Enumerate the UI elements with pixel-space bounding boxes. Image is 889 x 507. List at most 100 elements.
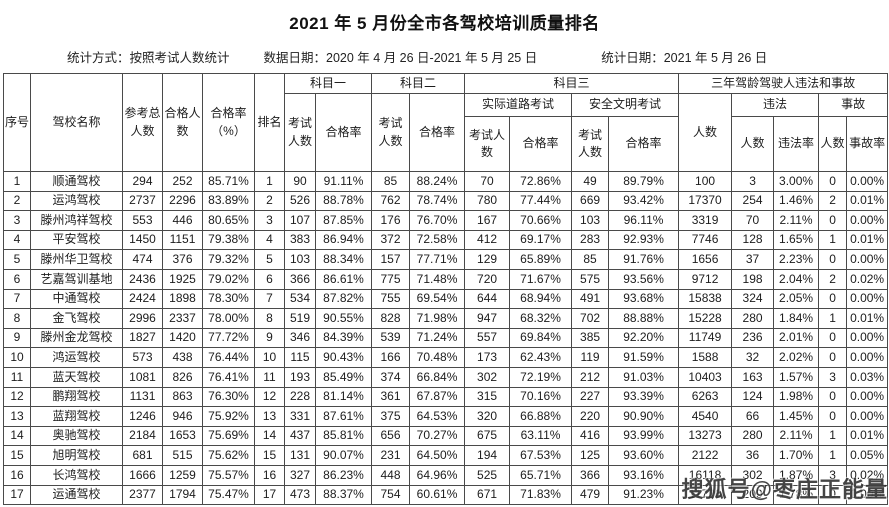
cell-pass-rate: 75.57% [202,464,255,486]
group-header-accident: 事故 [818,93,889,117]
cell-s2-exam: 656 [371,425,411,447]
cell-accident-count: 0 [818,347,848,368]
cell-violation-rate: 2.04% [773,268,820,290]
cell-road-rate: 77.44% [509,190,573,212]
cell-road-exam: 525 [464,464,511,486]
cell-accident-rate: 0.00% [846,406,889,427]
cell-violation-count: 236 [731,327,775,349]
cell-road-exam: 675 [464,425,511,447]
cell-civil-exam: 212 [571,366,610,388]
cell-pass-rate: 76.30% [202,386,255,408]
cell-total: 1246 [122,406,163,427]
cell-s1-rate: 84.39% [314,327,373,349]
cell-accident-count: 2 [818,268,848,290]
cell-pass-rate: 75.92% [202,406,255,427]
cell-pass-rate: 79.38% [202,229,255,251]
cell-s1-exam: 90 [284,171,316,192]
cell-violation-count: 254 [731,190,775,212]
cell-seq: 6 [3,268,31,290]
cell-passed: 2296 [162,190,203,212]
cell-road-rate: 70.66% [509,210,573,231]
cell-accident-rate: 0.05% [846,445,889,466]
cell-civil-rate: 93.56% [608,268,680,290]
col-header-drivers-count: 人数 [678,93,733,172]
cell-accident-count: 1 [818,308,848,329]
cell-road-rate: 62.43% [509,347,573,368]
cell-s1-rate: 87.82% [314,288,373,310]
cell-passed: 863 [162,386,203,408]
col-header-road-pass-rate: 合格率 [509,116,573,172]
cell-violation-rate: 1.98% [773,386,820,408]
cell-s2-exam: 448 [371,464,411,486]
cell-seq: 1 [3,171,31,192]
cell-s2-exam: 754 [371,484,411,506]
cell-road-rate: 68.94% [509,288,573,310]
cell-civil-exam: 575 [571,268,610,290]
table-row: 9 滕州金龙驾校 1827 1420 77.72% 9 346 84.39% 539 71.24%… [3,327,889,349]
cell-passed: 1653 [162,425,203,447]
cell-total: 2424 [122,288,163,310]
cell-accident-count: 0 [818,484,848,506]
cell-s2-rate: 66.84% [409,366,466,388]
cell-s1-exam: 534 [284,288,316,310]
cell-drivers: 1656 [678,249,733,270]
cell-total: 1450 [122,229,163,251]
cell-accident-count: 0 [818,249,848,270]
cell-road-exam: 671 [464,484,511,506]
cell-accident-count: 1 [818,229,848,251]
cell-road-exam: 302 [464,366,511,388]
col-header-civil-exam-count: 考试人数 [571,116,610,172]
cell-road-exam: 129 [464,249,511,270]
cell-s2-rate: 70.48% [409,347,466,368]
cell-civil-exam: 85 [571,249,610,270]
cell-school: 鸿运驾校 [30,347,123,368]
cell-pass-rate: 78.30% [202,288,255,310]
cell-violation-rate: 2.01% [773,327,820,349]
cell-drivers: 16118 [678,464,733,486]
cell-drivers: 100 [678,171,733,192]
cell-s2-rate: 67.87% [409,386,466,408]
cell-civil-rate: 92.93% [608,229,680,251]
cell-accident-count: 0 [818,406,848,427]
cell-s1-rate: 90.55% [314,308,373,329]
cell-s2-exam: 762 [371,190,411,212]
table-row: 17 运通驾校 2377 1794 75.47% 17 473 88.37% 754 60.61%… [3,484,889,506]
cell-pass-rate: 78.00% [202,308,255,329]
cell-accident-rate: 0.00% [846,484,889,506]
stat-date-label: 统计日期：2021 年 5 月 26 日 [601,51,768,65]
cell-passed: 1420 [162,327,203,349]
cell-s1-exam: 193 [284,366,316,388]
cell-s1-rate: 81.14% [314,386,373,408]
cell-road-exam: 557 [464,327,511,349]
table-row: 7 中通驾校 2424 1898 78.30% 7 534 87.82% 755 69.54% 64… [3,288,889,310]
cell-s2-rate: 77.71% [409,249,466,270]
col-header-s2-pass-rate: 合格率 [409,93,466,172]
cell-accident-count: 3 [818,366,848,388]
cell-school: 运鸿驾校 [30,190,123,212]
cell-school: 金飞驾校 [30,308,123,329]
cell-civil-exam: 125 [571,445,610,466]
cell-drivers: 2122 [678,445,733,466]
cell-rank: 15 [254,445,285,466]
cell-accident-count: 3 [818,464,848,486]
cell-seq: 9 [3,327,31,349]
cell-passed: 446 [162,210,203,231]
cell-rank: 12 [254,386,285,408]
cell-violation-count: 124 [731,386,775,408]
cell-school: 奥驰驾校 [30,425,123,447]
cell-s1-rate: 88.34% [314,249,373,270]
cell-total: 1827 [122,327,163,349]
cell-s2-rate: 60.61% [409,484,466,506]
col-header-violation-rate: 违法率 [773,116,820,172]
cell-drivers: 4540 [678,406,733,427]
cell-violation-count: 209 [731,484,775,506]
cell-school: 鹏翔驾校 [30,386,123,408]
cell-violation-rate: 1.57% [773,366,820,388]
cell-violation-count: 324 [731,288,775,310]
table-row: 13 蓝翔驾校 1246 946 75.92% 13 331 87.61% 375 64.53% 3… [3,406,889,427]
cell-road-exam: 720 [464,268,511,290]
cell-civil-exam: 283 [571,229,610,251]
cell-road-rate: 63.11% [509,425,573,447]
cell-violation-count: 163 [731,366,775,388]
cell-violation-count: 37 [731,249,775,270]
